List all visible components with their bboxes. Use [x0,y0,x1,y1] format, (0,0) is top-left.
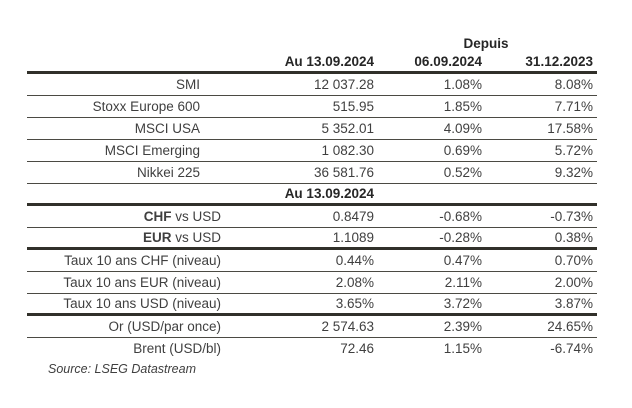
section-equity-indices: SMI 12 037.28 1.08% 8.08% Stoxx Europe 600 51… [27,74,597,184]
source-note: Source: LSEG Datastream [48,362,196,376]
value-since-ytd: 9.32% [554,164,593,180]
section-commodities: Or (USD/par once) 2 574.63 2.39% 24.65% Bren… [27,316,597,360]
value-since-ytd: -0.73% [550,208,593,224]
value-since-week: 0.47% [443,252,482,268]
table-row: Brent (USD/bl) 72.46 1.15% -6.74% [27,338,597,360]
value-since-ytd: -6.74% [550,341,593,357]
value-current: 36 581.76 [313,164,374,180]
value-since-week: 1.08% [443,76,482,92]
table-row: MSCI Emerging 1 082.30 0.69% 5.72% [27,140,597,162]
value-since-week: 0.69% [443,142,482,158]
value-current: 1.1089 [332,229,374,245]
row-label: Stoxx Europe 600 [92,98,200,114]
value-current: 0.8479 [332,208,374,224]
table-row: Taux 10 ans CHF (niveau) 0.44% 0.47% 0.70% [27,250,597,272]
table-row: MSCI USA 5 352.01 4.09% 17.58% [27,118,597,140]
value-since-week: -0.68% [439,208,482,224]
value-since-week: 1.15% [443,341,482,357]
row-label: MSCI Emerging [104,142,200,158]
value-since-ytd: 5.72% [554,142,593,158]
row-label: Taux 10 ans USD (niveau) [63,295,221,311]
mid-section-header-row: Au 13.09.2024 [27,184,597,206]
table-row: EUR vs USD 1.1089 -0.28% 0.38% [27,228,597,250]
value-current: 1 082.30 [321,142,374,158]
row-label: MSCI USA [134,120,200,136]
market-data-table: Depuis Au 13.09.2024 06.09.2024 31.12.20… [27,34,597,360]
col-header-since-ytd: 31.12.2023 [525,53,593,69]
value-since-week: 1.85% [443,98,482,114]
table-row: Or (USD/par once) 2 574.63 2.39% 24.65% [27,316,597,338]
value-since-ytd: 17.58% [547,120,593,136]
col-header-since-week: 06.09.2024 [414,53,482,69]
value-current: 72.46 [340,341,374,357]
value-since-ytd: 0.70% [554,252,593,268]
value-current: 0.44% [335,252,374,268]
mid-header-au: Au 13.09.2024 [284,185,374,201]
value-since-week: 2.11% [444,274,482,290]
value-since-week: 2.39% [443,318,482,334]
value-since-week: -0.28% [439,229,482,245]
value-since-ytd: 3.87% [554,295,593,311]
value-since-ytd: 8.08% [554,76,593,92]
depuis-header-row: Depuis [27,34,597,52]
row-label: Or (USD/par once) [108,318,221,334]
value-current: 5 352.01 [321,120,374,136]
table-row: CHF vs USD 0.8479 -0.68% -0.73% [27,206,597,228]
depuis-label: Depuis [463,36,509,51]
section-currencies: CHF vs USD 0.8479 -0.68% -0.73% EUR vs USD 1.… [27,206,597,250]
table-row: SMI 12 037.28 1.08% 8.08% [27,74,597,96]
row-label: Taux 10 ans EUR (niveau) [63,274,221,290]
table-row: Taux 10 ans EUR (niveau) 2.08% 2.11% 2.00% [27,272,597,294]
row-label: Brent (USD/bl) [133,341,221,357]
value-current: 3.65% [335,295,374,311]
value-since-week: 4.09% [443,120,482,136]
column-header-row: Au 13.09.2024 06.09.2024 31.12.2023 [27,52,597,74]
table-row: Taux 10 ans USD (niveau) 3.65% 3.72% 3.87% [27,294,597,316]
row-label: Nikkei 225 [136,164,200,180]
value-since-ytd: 24.65% [547,318,593,334]
row-label: EUR vs USD [142,229,221,245]
value-since-ytd: 2.00% [554,274,593,290]
value-since-ytd: 7.71% [554,98,593,114]
value-current: 2 574.63 [321,318,374,334]
col-header-au: Au 13.09.2024 [284,53,374,69]
spacer-cell [27,68,230,71]
section-rates: Taux 10 ans CHF (niveau) 0.44% 0.47% 0.70% T… [27,250,597,316]
value-current: 2.08% [335,274,374,290]
table-row: Nikkei 225 36 581.76 0.52% 9.32% [27,162,597,184]
value-since-week: 0.52% [443,164,482,180]
value-since-week: 3.72% [443,295,482,311]
row-label: SMI [175,76,200,92]
table-row: Stoxx Europe 600 515.95 1.85% 7.71% [27,96,597,118]
value-current: 12 037.28 [313,76,374,92]
value-since-ytd: 0.38% [554,229,593,245]
value-current: 515.95 [332,98,374,114]
row-label: CHF vs USD [143,208,221,224]
row-label: Taux 10 ans CHF (niveau) [64,252,221,268]
